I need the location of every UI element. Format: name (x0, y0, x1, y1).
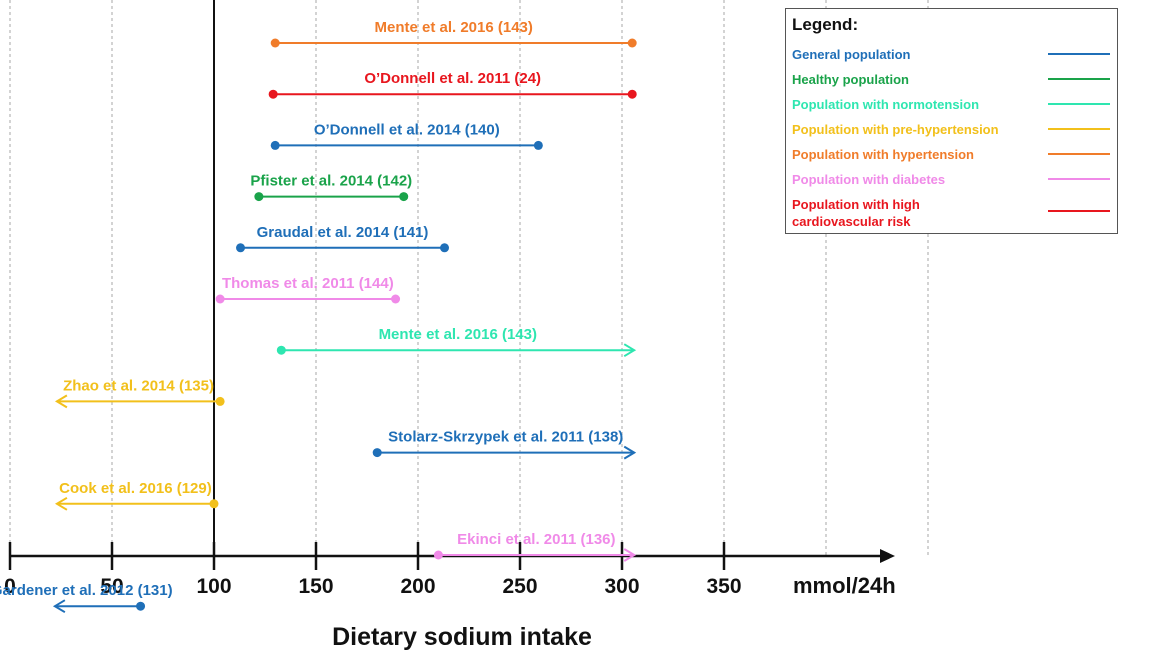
range-start-dot (433, 550, 443, 560)
range-end-dot (136, 601, 146, 611)
range-series-11: Gardener et al. 2012 (131) (0, 582, 173, 614)
range-end-dot (215, 396, 225, 406)
range-end-arrow (623, 548, 637, 562)
range-label: Cook et al. 2016 (129) (59, 480, 212, 497)
x-axis-title: Dietary sodium intake (332, 623, 592, 651)
legend-swatch (1048, 103, 1110, 105)
gridlines (9, 0, 929, 556)
range-series-8: Stolarz-Skrzypek et al. 2011 (138) (372, 429, 637, 460)
range-label: Ekinci et al. 2011 (136) (457, 531, 615, 548)
range-series-7: Zhao et al. 2014 (135) (54, 377, 225, 409)
range-start-dot (215, 294, 225, 304)
legend-swatch (1048, 210, 1110, 212)
legend-entry: Population with high cardiovascular risk (792, 196, 1112, 229)
tick-label-150: 150 (298, 575, 333, 598)
legend-swatch (1048, 128, 1110, 130)
range-end-dot (209, 499, 219, 509)
tick-label-100: 100 (196, 575, 231, 598)
legend: Legend: General population Healthy popula… (785, 8, 1118, 234)
legend-entry-label: Population with pre-hypertension (792, 122, 999, 137)
range-label: Gardener et al. 2012 (131) (0, 582, 173, 599)
tick-label-250: 250 (502, 575, 537, 598)
range-end-dot (627, 38, 637, 48)
range-series-5: Thomas et al. 2011 (144) (215, 275, 401, 304)
legend-entry: Population with pre-hypertension (792, 121, 1112, 143)
range-series-4: Graudal et al. 2014 (141) (236, 224, 450, 253)
legend-entry: Population with hypertension (792, 146, 1112, 168)
tick-label-300: 300 (604, 575, 639, 598)
legend-entry: General population (792, 46, 1112, 68)
range-label: Thomas et al. 2011 (144) (222, 275, 394, 292)
x-axis-arrowhead (880, 549, 895, 563)
legend-entry-label: Population with normotension (792, 97, 980, 112)
legend-entry: Population with diabetes (792, 171, 1112, 193)
range-label: Graudal et al. 2014 (141) (257, 224, 429, 241)
legend-entry-label: Population with hypertension (792, 147, 974, 162)
range-end-dot (391, 294, 401, 304)
range-series-9: Cook et al. 2016 (129) (54, 480, 219, 511)
range-series-2: O’Donnell et al. 2014 (140) (270, 121, 543, 150)
range-series: Mente et al. 2016 (143) O’Donnell et al. … (0, 19, 637, 614)
range-start-dot (372, 448, 382, 458)
legend-swatch (1048, 53, 1110, 55)
tick-label-0: 0 (4, 575, 16, 598)
range-start-dot (254, 192, 264, 202)
legend-entry-label: Healthy population (792, 72, 909, 87)
range-label: Stolarz-Skrzypek et al. 2011 (138) (388, 429, 623, 446)
tick-label-200: 200 (400, 575, 435, 598)
range-end-dot (440, 243, 450, 253)
legend-entry-label: General population (792, 47, 911, 62)
range-end-arrow (623, 445, 637, 460)
range-label: Pfister et al. 2014 (142) (250, 173, 412, 190)
legend-swatch (1048, 178, 1110, 180)
range-series-6: Mente et al. 2016 (143) (276, 326, 637, 358)
tick-label-50: 50 (100, 575, 123, 598)
legend-swatch (1048, 153, 1110, 155)
range-start-dot (270, 38, 280, 48)
range-start-dot (236, 243, 246, 253)
range-start-dot (276, 345, 286, 355)
range-end-dot (627, 89, 637, 99)
range-end-arrow (623, 343, 637, 358)
x-axis-unit: mmol/24h (793, 573, 896, 598)
range-label: Mente et al. 2016 (143) (379, 326, 537, 343)
range-series-0: Mente et al. 2016 (143) (270, 19, 637, 48)
range-label: Mente et al. 2016 (143) (374, 19, 532, 36)
legend-swatch (1048, 78, 1110, 80)
range-label: O’Donnell et al. 2011 (24) (364, 70, 541, 87)
range-end-dot (399, 192, 409, 202)
range-series-10: Ekinci et al. 2011 (136) (433, 531, 637, 562)
range-series-1: O’Donnell et al. 2011 (24) (268, 70, 637, 99)
range-start-dot (268, 89, 278, 99)
range-label: Zhao et al. 2014 (135) (63, 377, 214, 394)
range-start-arrow (54, 496, 68, 511)
legend-title: Legend: (792, 15, 859, 34)
range-series-3: Pfister et al. 2014 (142) (250, 173, 412, 202)
x-axis-ticks: 0 50 100 150 200 250 300 350 (4, 542, 742, 598)
range-start-arrow (54, 394, 68, 409)
range-end-dot (533, 140, 543, 150)
legend-entry: Population with normotension (792, 96, 1112, 118)
legend-entry: Healthy population (792, 71, 1112, 93)
legend-entry-label: Population with diabetes (792, 172, 946, 187)
range-start-arrow (52, 599, 66, 614)
range-start-dot (270, 140, 280, 150)
tick-label-350: 350 (706, 575, 741, 598)
legend-entry-label: Population with high cardiovascular risk (792, 197, 920, 229)
range-label: O’Donnell et al. 2014 (140) (314, 121, 500, 138)
